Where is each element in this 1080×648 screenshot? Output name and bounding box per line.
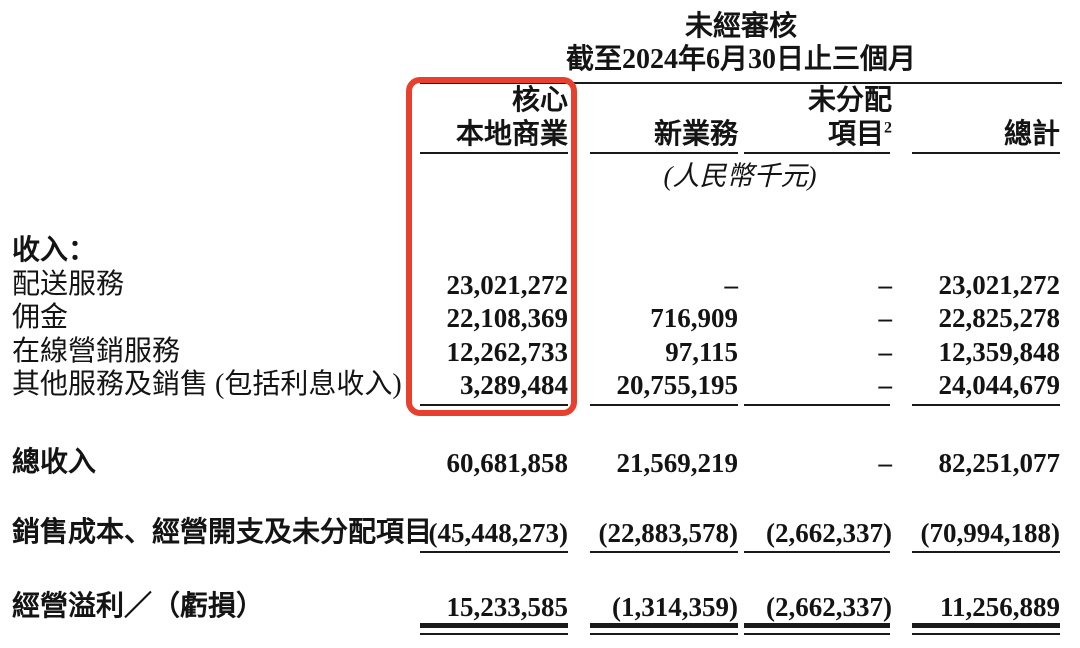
marketing-unallocated: – (878, 337, 893, 367)
col-header-core-line1: 核心 (511, 85, 568, 116)
total-revenue-core: 60,681,858 (446, 448, 569, 478)
col2-header-rule (590, 152, 738, 154)
other-total: 24,044,679 (938, 370, 1061, 400)
col4-costs-rule (912, 551, 1060, 553)
col3-subtotal-rule (744, 404, 890, 406)
col2-total-rule-thin (590, 633, 738, 635)
col4-total-rule-thin (912, 633, 1060, 635)
col-header-core-line2: 本地商業 (455, 119, 568, 150)
operating-profit-new: (1,314,359) (612, 592, 738, 622)
total-revenue-unallocated: – (878, 448, 893, 478)
col1-costs-rule (420, 551, 568, 553)
row-label-revenue: 收入： (12, 235, 97, 266)
header-top-rule (420, 82, 1062, 84)
col2-total-rule-thick (590, 623, 738, 628)
marketing-core: 12,262,733 (446, 337, 569, 367)
total-revenue-new: 21,569,219 (616, 448, 739, 478)
row-label-commission: 佣金 (12, 302, 69, 333)
col1-subtotal-rule (420, 404, 568, 406)
row-label-costs: 銷售成本、經營開支及未分配項目 (12, 517, 433, 548)
marketing-new: 97,115 (665, 337, 738, 367)
costs-core: (45,448,273) (428, 518, 568, 548)
currency-unit-label: (人民幣千元) (663, 161, 817, 191)
other-core: 3,289,484 (460, 370, 568, 400)
other-new: 20,755,195 (616, 370, 739, 400)
delivery-new: – (724, 270, 739, 300)
col2-costs-rule (590, 551, 738, 553)
costs-new: (22,883,578) (598, 518, 738, 548)
commission-core: 22,108,369 (446, 303, 569, 333)
col1-total-rule-thin (420, 633, 568, 635)
unaudited-heading: 未經審核 (684, 11, 797, 42)
col-header-total: 總計 (1003, 119, 1060, 150)
period-heading: 截至2024年6月30日止三個月 (565, 44, 916, 75)
col-header-unallocated-line1: 未分配 (807, 85, 892, 116)
row-label-other-services: 其他服務及銷售 (包括利息收入) (12, 369, 402, 400)
col-header-new-initiatives: 新業務 (653, 119, 738, 150)
costs-unallocated: (2,662,337) (766, 518, 892, 548)
row-label-operating-profit: 經營溢利／（虧損） (12, 591, 265, 622)
col3-total-rule-thick (744, 623, 890, 628)
commission-total: 22,825,278 (938, 303, 1061, 333)
total-revenue-total: 82,251,077 (938, 448, 1061, 478)
marketing-total: 12,359,848 (938, 337, 1061, 367)
col1-total-rule-thick (420, 623, 568, 628)
col-header-unallocated-line2: 項目2 (827, 119, 892, 150)
commission-new: 716,909 (650, 303, 738, 333)
col3-header-rule (744, 152, 890, 154)
costs-total: (70,994,188) (920, 518, 1060, 548)
delivery-unallocated: – (878, 270, 893, 300)
operating-profit-unallocated: (2,662,337) (766, 592, 892, 622)
col1-header-rule (420, 152, 568, 154)
other-unallocated: – (878, 370, 893, 400)
col4-header-rule (912, 152, 1060, 154)
delivery-core: 23,021,272 (446, 270, 569, 300)
col4-total-rule-thick (912, 623, 1060, 628)
row-label-delivery: 配送服務 (12, 269, 125, 300)
col3-costs-rule (744, 551, 890, 553)
col4-subtotal-rule (912, 404, 1060, 406)
delivery-total: 23,021,272 (938, 270, 1061, 300)
commission-unallocated: – (878, 303, 893, 333)
operating-profit-total: 11,256,889 (939, 592, 1060, 622)
operating-profit-core: 15,233,585 (446, 592, 569, 622)
col2-subtotal-rule (590, 404, 738, 406)
footnote-marker: 2 (884, 119, 892, 137)
row-label-marketing: 在線營銷服務 (12, 336, 181, 367)
col3-total-rule-thin (744, 633, 890, 635)
row-label-total-revenue: 總收入 (12, 447, 97, 478)
